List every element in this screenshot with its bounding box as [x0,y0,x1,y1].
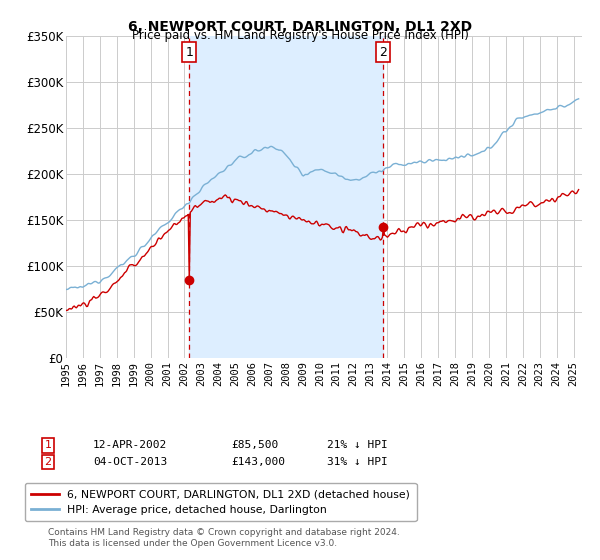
Text: 6, NEWPORT COURT, DARLINGTON, DL1 2XD: 6, NEWPORT COURT, DARLINGTON, DL1 2XD [128,20,472,34]
Text: £85,500: £85,500 [231,440,278,450]
Text: Contains HM Land Registry data © Crown copyright and database right 2024.
This d: Contains HM Land Registry data © Crown c… [48,528,400,548]
Bar [189,36,383,358]
Text: 21% ↓ HPI: 21% ↓ HPI [327,440,388,450]
Text: £143,000: £143,000 [231,457,285,467]
Text: 31% ↓ HPI: 31% ↓ HPI [327,457,388,467]
Text: 04-OCT-2013: 04-OCT-2013 [93,457,167,467]
Text: 1: 1 [44,440,52,450]
Legend: 6, NEWPORT COURT, DARLINGTON, DL1 2XD (detached house), HPI: Average price, deta: 6, NEWPORT COURT, DARLINGTON, DL1 2XD (d… [25,483,416,521]
Text: 12-APR-2002: 12-APR-2002 [93,440,167,450]
Text: 2: 2 [44,457,52,467]
Text: Price paid vs. HM Land Registry's House Price Index (HPI): Price paid vs. HM Land Registry's House … [131,29,469,42]
Text: 1: 1 [185,45,193,59]
Text: 2: 2 [379,45,387,59]
